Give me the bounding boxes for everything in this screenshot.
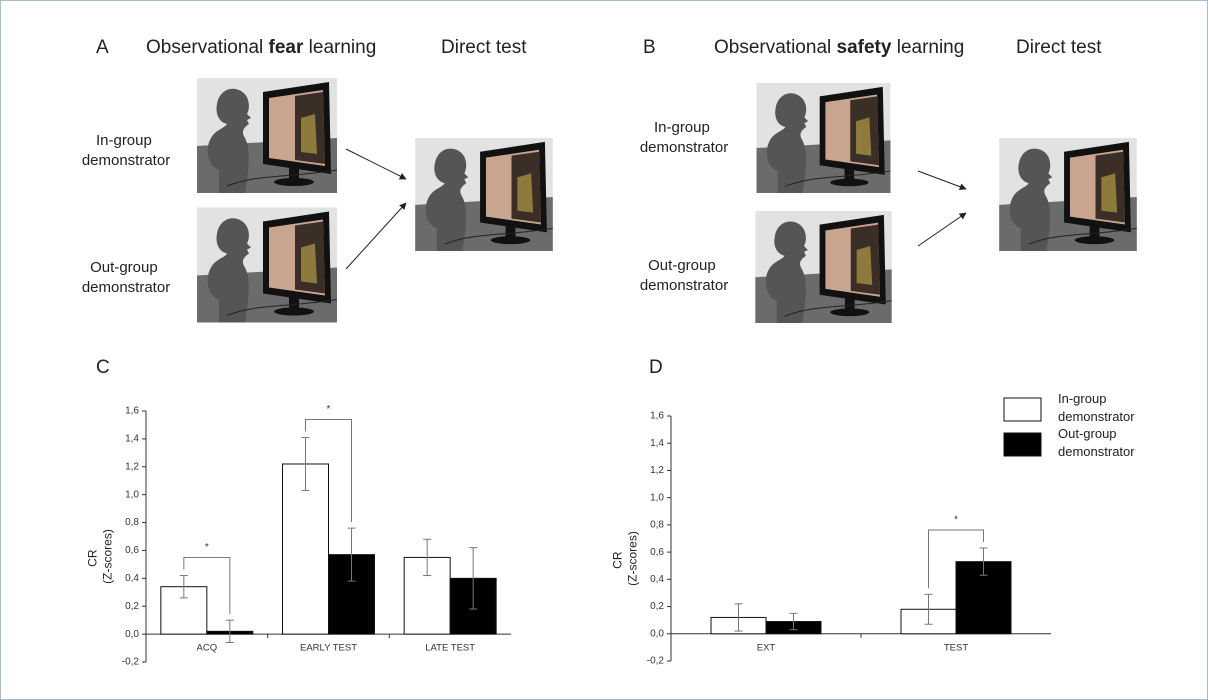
panel-letter: C xyxy=(96,357,110,378)
y-tick-label: 0,2 xyxy=(125,601,139,612)
panel-letter: D xyxy=(649,357,663,378)
y-tick-label: 0,6 xyxy=(650,547,664,558)
significance-label: * xyxy=(327,404,331,415)
significance-label: * xyxy=(205,542,209,553)
group-label: In-group demonstrator xyxy=(82,132,170,169)
y-tick-label: 0,0 xyxy=(125,629,139,640)
y-axis-label: CR (Z-scores) xyxy=(611,531,640,586)
y-tick-label: 0,8 xyxy=(650,520,664,531)
arrow xyxy=(918,171,966,189)
y-tick-label: 1,0 xyxy=(650,492,664,503)
x-tick-label: EXT xyxy=(757,642,776,653)
test-scene-a xyxy=(415,138,553,251)
y-tick-label: 1,4 xyxy=(125,434,139,445)
y-tick-label: 0,4 xyxy=(650,574,664,585)
test-label: Direct test xyxy=(441,37,527,58)
in-group-scene-b xyxy=(757,83,891,193)
y-axis-label: CR (Z-scores) xyxy=(86,529,115,584)
y-tick-label: 1,0 xyxy=(125,489,139,500)
significance-label: * xyxy=(954,515,958,526)
panel-letter: A xyxy=(96,37,109,58)
arrow xyxy=(346,149,406,179)
y-tick-label: 1,6 xyxy=(650,411,664,422)
y-tick-label: 0,8 xyxy=(125,517,139,528)
y-tick-label: 0,6 xyxy=(125,545,139,556)
y-tick-label: 1,4 xyxy=(650,438,664,449)
test-scene-b xyxy=(999,138,1137,251)
legend-label: Out-group demonstrator xyxy=(1058,426,1135,459)
x-tick-label: LATE TEST xyxy=(425,643,475,654)
group-label: Out-group demonstrator xyxy=(82,259,170,296)
out-group-scene-b xyxy=(755,211,891,323)
y-tick-label: 1,2 xyxy=(650,465,664,476)
group-label: In-group demonstrator xyxy=(640,119,728,156)
figure: A Observational fear learning Direct test I… xyxy=(0,0,1208,700)
figure-canvas: A Observational fear learning Direct test I… xyxy=(1,1,1207,699)
y-tick-label: 0,0 xyxy=(650,628,664,639)
y-tick-label: 0,2 xyxy=(650,601,664,612)
panel-title: Observational safety learning xyxy=(714,37,964,58)
panel-title: Observational fear learning xyxy=(146,37,376,58)
x-tick-label: EARLY TEST xyxy=(300,643,357,654)
out-group-scene-a xyxy=(197,208,337,323)
legend-swatch xyxy=(1004,398,1041,421)
y-tick-label: -0,2 xyxy=(647,656,665,667)
y-tick-label: 0,4 xyxy=(125,573,139,584)
y-tick-label: -0,2 xyxy=(122,657,140,668)
y-tick-label: 1,2 xyxy=(125,461,139,472)
legend-swatch xyxy=(1004,433,1041,456)
x-tick-label: ACQ xyxy=(197,643,218,654)
y-tick-label: 1,6 xyxy=(125,406,139,417)
arrow xyxy=(346,203,406,269)
arrow xyxy=(918,213,966,246)
test-label: Direct test xyxy=(1016,37,1102,58)
group-label: Out-group demonstrator xyxy=(640,257,728,294)
legend-label: In-group demonstrator xyxy=(1058,391,1135,424)
panel-letter: B xyxy=(643,37,656,58)
in-group-scene-a xyxy=(197,78,337,193)
x-tick-label: TEST xyxy=(944,642,968,653)
